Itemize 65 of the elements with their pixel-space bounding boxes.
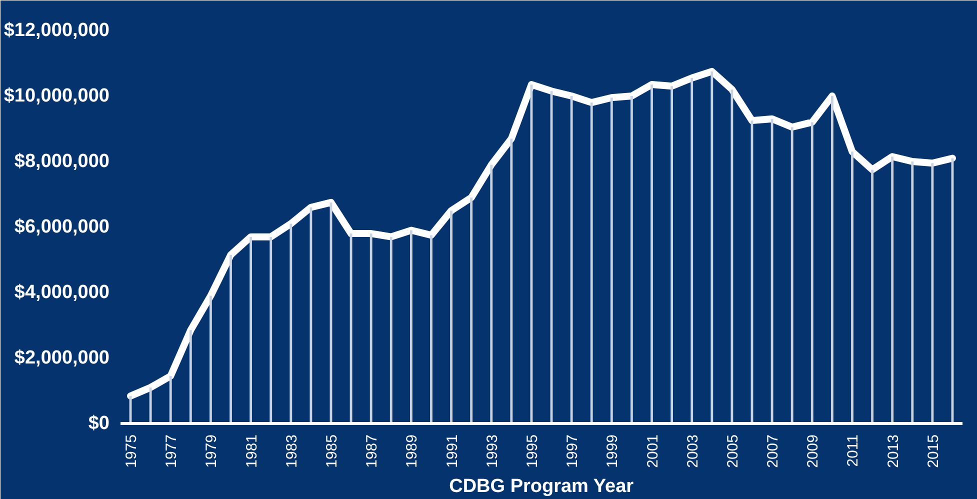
y-tick-label: $12,000,000 <box>4 20 110 41</box>
bar <box>630 96 633 424</box>
bar <box>310 207 312 424</box>
x-tick-label: 1989 <box>404 434 421 468</box>
bar <box>410 230 412 424</box>
x-tick-label: 2001 <box>644 434 662 468</box>
x-tick-label: 1993 <box>484 434 501 468</box>
bar <box>650 84 653 424</box>
bar <box>250 236 252 424</box>
x-tick-label: 1985 <box>324 434 340 468</box>
bar <box>370 234 372 424</box>
x-tick-label: 1983 <box>283 434 300 468</box>
x-tick-label: 1977 <box>163 434 180 468</box>
bar <box>590 102 593 424</box>
x-tick-label: 2007 <box>764 434 782 468</box>
bar <box>670 86 674 424</box>
bar <box>891 156 894 424</box>
bar <box>810 122 814 424</box>
bar <box>149 387 152 424</box>
bar <box>490 164 493 424</box>
x-tick-label: 2011 <box>844 434 862 467</box>
bar <box>851 152 854 424</box>
x-tick-label: 2003 <box>684 434 702 468</box>
bar <box>690 78 694 424</box>
x-tick-label: 1975 <box>123 434 140 468</box>
bar <box>730 89 734 424</box>
y-tick-label: $6,000,000 <box>14 216 110 238</box>
bar <box>169 376 172 424</box>
x-axis-title: CDBG Program Year <box>449 476 634 497</box>
y-tick-label: $2,000,000 <box>14 348 110 368</box>
bar <box>510 138 513 424</box>
bar <box>570 96 573 424</box>
y-tick-label: $0 <box>88 413 110 434</box>
bar <box>210 296 212 424</box>
y-tick-label: $8,000,000 <box>14 151 110 172</box>
bar <box>790 127 794 424</box>
y-tick-label: $4,000,000 <box>14 282 110 303</box>
x-tick-label: 1999 <box>604 434 622 468</box>
bar <box>610 98 613 424</box>
bar <box>450 210 452 424</box>
bar <box>710 71 714 424</box>
bar <box>830 96 834 424</box>
y-tick-label: $10,000,000 <box>4 86 110 106</box>
bar <box>871 170 874 424</box>
x-tick-label: 1995 <box>524 434 541 468</box>
bar <box>770 118 774 424</box>
x-tick-label: 2013 <box>884 434 902 468</box>
x-tick-label: 2015 <box>924 434 942 468</box>
x-tick-label: 1979 <box>203 434 220 468</box>
bar <box>230 254 232 424</box>
x-tick-label: 1981 <box>243 434 260 468</box>
bar <box>189 330 192 424</box>
bar <box>290 224 292 424</box>
x-tick-label: 2005 <box>724 434 742 468</box>
bar <box>390 236 392 424</box>
x-tick-label: 2009 <box>804 434 822 468</box>
x-tick-label: 1997 <box>564 434 582 468</box>
bar <box>430 235 432 424</box>
bar <box>931 163 934 424</box>
bar <box>470 198 473 424</box>
bar <box>911 162 914 424</box>
bar <box>350 234 352 424</box>
x-tick-label: 1987 <box>364 434 381 468</box>
bar <box>270 236 272 424</box>
x-tick-label: 1991 <box>444 434 461 468</box>
